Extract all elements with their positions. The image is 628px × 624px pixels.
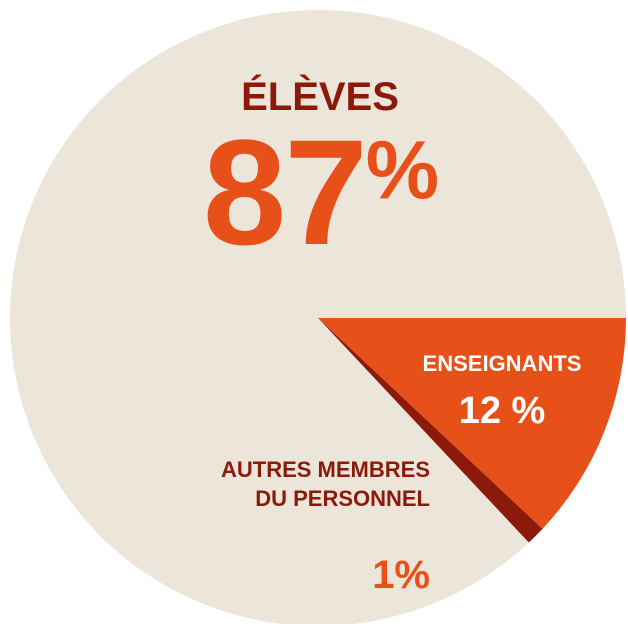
pie-slice: [318, 318, 543, 543]
pie-slice: [10, 10, 626, 624]
slice-label: ENSEIGNANTS: [422, 351, 582, 376]
slice-label: ÉLÈVES: [241, 75, 399, 119]
value-label: 1%: [372, 553, 430, 597]
value-label: 87%: [202, 108, 439, 276]
slice-label: AUTRES MEMBRES DU PERSONNEL: [220, 457, 430, 511]
pie-slice: [318, 318, 626, 529]
value-label: 12 %: [458, 390, 546, 432]
